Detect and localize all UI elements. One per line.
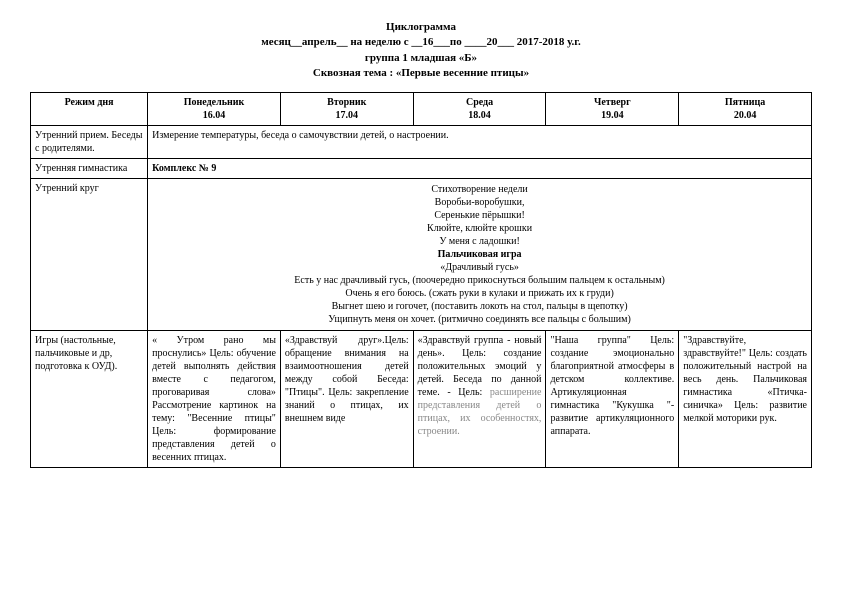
games-tue: «Здравствуй друг».Цель: обращение вниман… xyxy=(280,330,413,467)
games-wed: «Здравствуй группа - новый день». Цель: … xyxy=(413,330,546,467)
wed-label: Среда xyxy=(418,96,542,109)
finger-line: Ущипнуть меня он хочет. (ритмично соедин… xyxy=(152,313,807,326)
fri-label: Пятница xyxy=(683,96,807,109)
col-thu-header: Четверг 19.04 xyxy=(546,92,679,125)
regime-label: Режим дня xyxy=(65,97,114,108)
reception-label: Утренний прием. Беседы с родителями. xyxy=(31,125,148,158)
row-gymnastics: Утренняя гимнастика Комплекс № 9 xyxy=(31,158,812,178)
games-fri: "Здравствуйте, здравствуйте!" Цель: созд… xyxy=(679,330,812,467)
poem-title: Стихотворение недели xyxy=(152,183,807,196)
header-line-2: месяц__апрель__ на неделю с __16___по __… xyxy=(30,35,812,50)
poem-line: Клюйте, клюйте крошки xyxy=(152,222,807,235)
header-line-1: Циклограмма xyxy=(30,20,812,35)
header-line-4: Сквозная тема : «Первые весенние птицы» xyxy=(30,66,812,81)
fri-date: 20.04 xyxy=(683,109,807,122)
wed-date: 18.04 xyxy=(418,109,542,122)
col-wed-header: Среда 18.04 xyxy=(413,92,546,125)
gymnastics-label: Утренняя гимнастика xyxy=(31,158,148,178)
finger-line: Выгнет шею и гогочет, (поставить локоть … xyxy=(152,300,807,313)
row-reception: Утренний прием. Беседы с родителями. Изм… xyxy=(31,125,812,158)
games-mon: « Утром рано мы проснулись» Цель: обучен… xyxy=(148,330,281,467)
circle-label: Утренний круг xyxy=(31,178,148,330)
col-tue-header: Вторник 17.04 xyxy=(280,92,413,125)
games-label: Игры (настольные, пальчиковые и др, подг… xyxy=(31,330,148,467)
finger-title: Пальчиковая игра xyxy=(152,248,807,261)
document-header: Циклограмма месяц__апрель__ на неделю с … xyxy=(30,20,812,82)
col-fri-header: Пятница 20.04 xyxy=(679,92,812,125)
header-line-3: группа 1 младшая «Б» xyxy=(30,51,812,66)
thu-date: 19.04 xyxy=(550,109,674,122)
header-row: Режим дня Понедельник 16.04 Вторник 17.0… xyxy=(31,92,812,125)
finger-line: Очень я его боюсь. (сжать руки в кулаки … xyxy=(152,287,807,300)
col-regime-header: Режим дня xyxy=(31,92,148,125)
row-games: Игры (настольные, пальчиковые и др, подг… xyxy=(31,330,812,467)
poem-line: У меня с ладошки! xyxy=(152,235,807,248)
games-thu: "Наша группа" Цель: создание эмоциональн… xyxy=(546,330,679,467)
circle-content: Стихотворение недели Воробьи-воробушки, … xyxy=(148,178,812,330)
mon-date: 16.04 xyxy=(152,109,276,122)
mon-label: Понедельник xyxy=(152,96,276,109)
poem-line: Воробьи-воробушки, xyxy=(152,196,807,209)
col-mon-header: Понедельник 16.04 xyxy=(148,92,281,125)
gymnastics-content: Комплекс № 9 xyxy=(148,158,812,178)
schedule-table: Режим дня Понедельник 16.04 Вторник 17.0… xyxy=(30,92,812,468)
row-circle: Утренний круг Стихотворение недели Вороб… xyxy=(31,178,812,330)
tue-label: Вторник xyxy=(285,96,409,109)
tue-date: 17.04 xyxy=(285,109,409,122)
finger-name: «Драчливый гусь» xyxy=(152,261,807,274)
thu-label: Четверг xyxy=(550,96,674,109)
reception-content: Измерение температуры, беседа о самочувс… xyxy=(148,125,812,158)
finger-line: Есть у нас драчливый гусь, (поочередно п… xyxy=(152,274,807,287)
poem-line: Серенькие пёрышки! xyxy=(152,209,807,222)
